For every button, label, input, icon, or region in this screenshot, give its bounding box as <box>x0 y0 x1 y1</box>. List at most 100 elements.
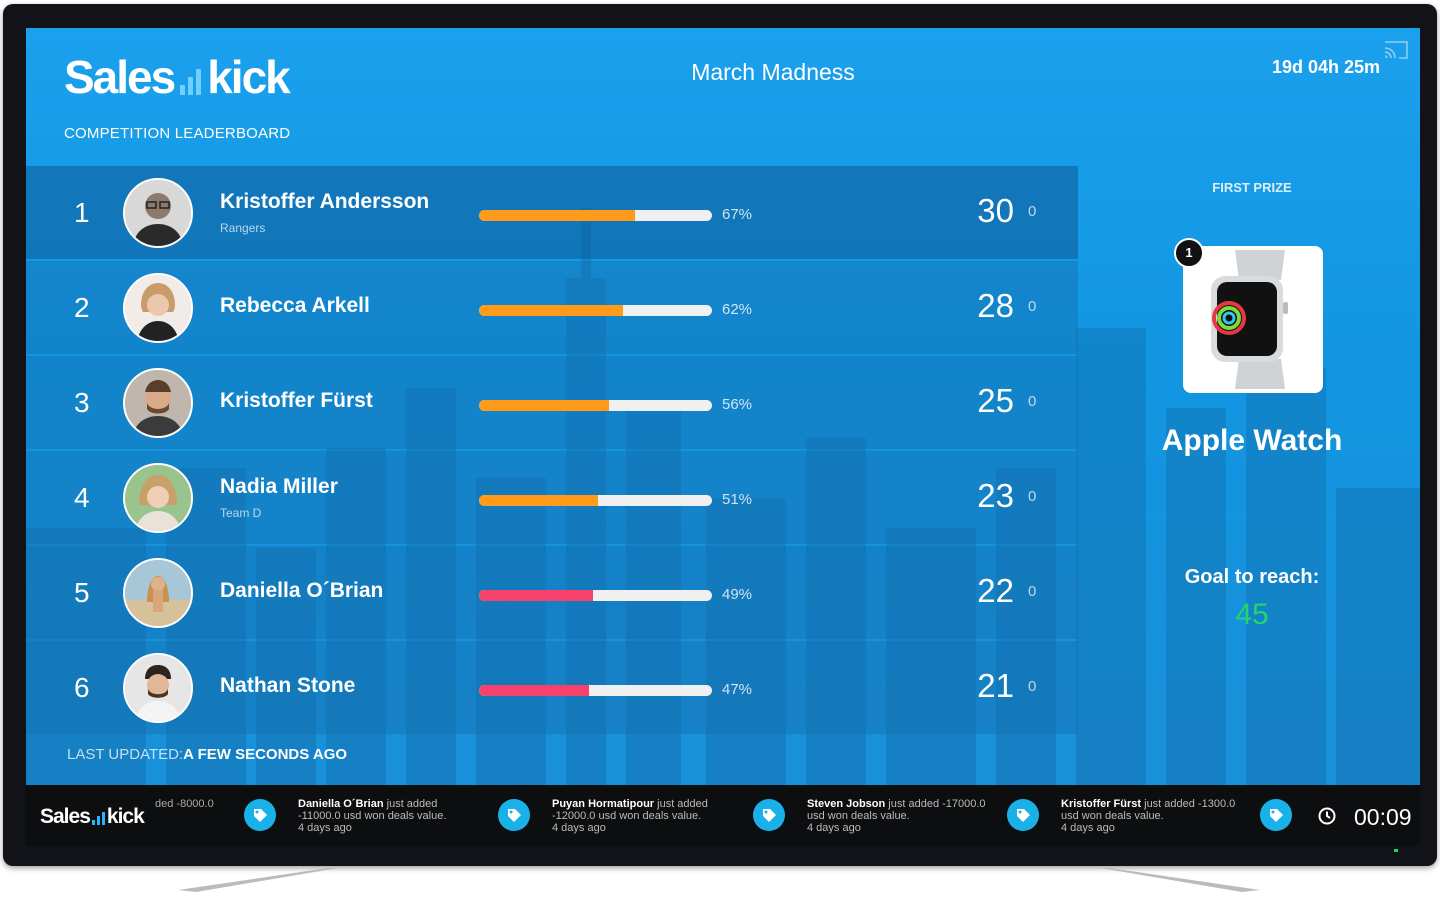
extra-count: 0 <box>1028 488 1037 505</box>
prize-image <box>1183 246 1323 393</box>
ticker-item-action: just added -17000.0 <box>885 798 986 810</box>
ticker-logo-text-kick: kick <box>106 805 145 828</box>
avatar <box>123 653 193 723</box>
ticker-item-detail: -11000.0 usd won deals value. <box>298 810 447 822</box>
extra-count: 0 <box>1028 203 1037 220</box>
dashboard-screen: Sales kick COMPETITION LEADERBOARD March… <box>26 28 1420 846</box>
leaderboard-row[interactable]: 2 Rebecca Arkell 62% 28 0 <box>26 261 1078 354</box>
extra-count: 0 <box>1028 393 1037 410</box>
ticker-item-text: Steven Jobson just added -17000.0 usd won… <box>807 798 987 834</box>
tag-icon <box>753 799 785 831</box>
rank-number: 6 <box>74 672 90 703</box>
competition-title: March Madness <box>691 59 855 85</box>
participant-name: Daniella O´Brian <box>220 579 384 602</box>
tag-icon <box>244 799 276 831</box>
ticker-item-time: 4 days ago <box>1061 822 1115 834</box>
participant-name: Nathan Stone <box>220 674 356 697</box>
avatar <box>123 178 193 248</box>
progress-bar <box>479 685 712 696</box>
progress-percent: 51% <box>722 491 753 508</box>
progress-bar <box>479 305 712 316</box>
ticker-item-detail: -12000.0 usd won deals value. <box>552 810 702 822</box>
participant-name: Kristoffer Fürst <box>220 389 373 412</box>
progress-bar <box>479 495 712 506</box>
city-skyline-background <box>26 208 1420 846</box>
logo-bars-icon <box>91 812 105 825</box>
progress-bar-fill <box>479 400 610 411</box>
participant-name: Rebecca Arkell <box>220 294 370 317</box>
progress-bar <box>479 590 712 601</box>
apple-watch-icon <box>1211 250 1288 389</box>
power-led <box>1394 849 1398 852</box>
leaderboard-row[interactable]: 6 Nathan Stone 47% 21 0 <box>26 641 1078 734</box>
last-updated-label: LAST UPDATED: <box>67 746 184 763</box>
goal-label: Goal to reach: <box>1184 566 1320 588</box>
ticker-item-time: 4 days ago <box>298 822 352 834</box>
ticker-item-text: Daniella O´Brian just added -11000.0 usd … <box>298 798 478 834</box>
ticker-item-time: 4 days ago <box>807 822 861 834</box>
rank-number: 1 <box>74 197 90 228</box>
progress-bar-fill <box>479 590 594 601</box>
progress-bar-fill <box>479 685 589 696</box>
rank-number: 4 <box>74 482 90 513</box>
prize-label: FIRST PRIZE <box>1212 180 1292 195</box>
progress-percent: 56% <box>722 396 753 413</box>
extra-count: 0 <box>1028 678 1037 695</box>
ticker-truncated-text: ded -8000.0 <box>155 798 214 810</box>
participant-name: Nadia Miller <box>220 475 338 498</box>
leaderboard-row[interactable]: 5 Daniella O´Brian 49% 22 0 <box>26 546 1078 639</box>
ticker-item-name: Daniella O´Brian <box>298 798 384 810</box>
ticker-item-action: just added <box>654 798 708 810</box>
ticker-item-action: just added <box>383 798 438 810</box>
slide-timer: 00:09 <box>1354 804 1412 830</box>
ticker-item-action: just added -1300.0 <box>1141 798 1236 810</box>
participant-team: Rangers <box>220 221 266 235</box>
leaderboard-row[interactable]: 1 Kristoffer Andersson Rangers 67% 30 0 <box>26 166 1078 259</box>
page-subtitle: COMPETITION LEADERBOARD <box>64 125 291 142</box>
logo-text-sales: Sales <box>64 51 176 103</box>
logo-text-kick: kick <box>207 51 291 103</box>
leaderboard-row[interactable]: 4 Nadia Miller Team D 51% 23 0 <box>26 451 1078 544</box>
progress-percent: 67% <box>722 206 753 223</box>
rank-number: 5 <box>74 577 90 608</box>
progress-percent: 47% <box>722 681 753 698</box>
goal-value: 45 <box>1235 598 1269 631</box>
prize-rank-badge: 1 <box>1174 238 1204 268</box>
ticker-item-detail: usd won deals value. <box>1061 810 1164 822</box>
cast-icon[interactable] <box>1384 40 1408 60</box>
ticker-logo: Sales kick <box>40 805 145 829</box>
score: 21 <box>977 667 1014 704</box>
prize-name: Apple Watch <box>1161 424 1343 457</box>
leaderboard: 1 Kristoffer Andersson Rangers 67% 30 0 … <box>26 166 1078 736</box>
countdown-timer: 19d 04h 25m <box>1271 57 1380 77</box>
progress-bar <box>479 210 712 221</box>
participant-team: Team D <box>220 506 262 520</box>
score: 23 <box>977 477 1014 514</box>
progress-bar-fill <box>479 305 624 316</box>
progress-percent: 49% <box>722 586 753 603</box>
extra-count: 0 <box>1028 298 1037 315</box>
score: 28 <box>977 287 1014 324</box>
progress-percent: 62% <box>722 301 753 318</box>
tag-icon <box>1007 799 1039 831</box>
ticker-item-name: Kristoffer Fürst <box>1061 798 1142 810</box>
avatar <box>123 558 193 628</box>
ticker-item-name: Steven Jobson <box>807 798 886 810</box>
ticker-item-detail: usd won deals value. <box>807 810 910 822</box>
logo-bars-icon <box>180 69 202 95</box>
ticker-item-name: Puyan Hormatipour <box>552 798 655 810</box>
score: 30 <box>977 192 1014 229</box>
ticker-item-text: Kristoffer Fürst just added -1300.0 usd w… <box>1061 798 1241 834</box>
saleskick-logo: Sales kick <box>64 50 291 104</box>
progress-bar-fill <box>479 210 636 221</box>
participant-name: Kristoffer Andersson <box>220 190 430 213</box>
tv-frame: Sales kick COMPETITION LEADERBOARD March… <box>3 4 1437 866</box>
tv-stand <box>178 868 1260 892</box>
progress-bar-fill <box>479 495 598 506</box>
tag-icon <box>498 799 530 831</box>
leaderboard-row[interactable]: 3 Kristoffer Fürst 56% 25 0 <box>26 356 1078 449</box>
avatar <box>123 463 193 533</box>
last-updated: LAST UPDATED:A FEW SECONDS AGO <box>67 746 347 763</box>
score: 25 <box>977 382 1014 419</box>
header: Sales kick COMPETITION LEADERBOARD March… <box>26 28 1420 168</box>
